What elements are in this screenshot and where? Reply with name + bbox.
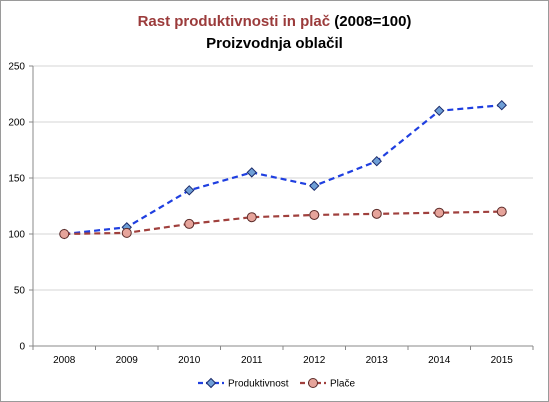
data-point-pla-e xyxy=(309,209,320,220)
data-point-pla-e xyxy=(184,218,195,229)
x-tick-label: 2010 xyxy=(178,355,201,366)
data-point-pla-e xyxy=(246,212,257,223)
x-tick-label: 2009 xyxy=(116,355,139,366)
legend-marker-pla-e xyxy=(308,378,318,388)
legend-label-produktivnost: Produktivnost xyxy=(228,379,289,390)
legend-item-pla-e: Plače xyxy=(300,378,355,390)
x-tick-label: 2015 xyxy=(491,355,514,366)
series-produktivnost xyxy=(59,99,507,240)
data-point-produktivnost xyxy=(496,99,507,111)
data-point-pla-e xyxy=(121,227,132,238)
chart-title-suffix: (2008=100) xyxy=(334,13,412,30)
data-point-produktivnost xyxy=(184,185,195,196)
data-point-produktivnost xyxy=(434,105,445,117)
x-tick-label: 2011 xyxy=(241,355,263,366)
x-tick-label: 2014 xyxy=(428,355,451,366)
y-tick-label: 100 xyxy=(8,230,25,241)
data-point-pla-e xyxy=(434,207,445,218)
series-lines xyxy=(59,99,507,240)
y-tick-label: 200 xyxy=(8,118,25,129)
data-point-pla-e xyxy=(371,208,382,219)
y-tick-label: 250 xyxy=(8,62,25,73)
x-tick-label: 2008 xyxy=(53,355,76,366)
x-tick-label: 2012 xyxy=(303,355,326,366)
legend-label-pla-e: Plače xyxy=(330,379,355,390)
axes: 0 50 100 150 200 250 2008 2009 2010 2011 2012 2013 2… xyxy=(8,62,534,366)
data-point-produktivnost xyxy=(246,167,257,178)
data-point-pla-e xyxy=(496,206,507,217)
chart-title-main: Rast produktivnosti in plač xyxy=(137,13,331,30)
data-point-produktivnost xyxy=(371,155,382,167)
series-line-produktivnost xyxy=(64,104,502,236)
y-tick-label: 0 xyxy=(19,342,25,353)
data-point-produktivnost xyxy=(309,180,320,192)
chart-title: Rast produktivnosti in plač (2008=100) xyxy=(0,12,549,32)
chart-subtitle: Proizvodnja oblačil xyxy=(206,35,343,52)
series-pla-e xyxy=(59,206,507,239)
legend-marker-produktivnost xyxy=(205,377,217,389)
y-tick-label: 50 xyxy=(14,286,26,297)
legend-item-produktivnost: Produktivnost xyxy=(198,377,289,390)
x-tick-label: 2013 xyxy=(366,355,389,366)
series-line-pla-e xyxy=(64,210,502,236)
data-point-pla-e xyxy=(59,229,70,239)
legend: Produktivnost Plače xyxy=(198,377,355,390)
y-tick-label: 150 xyxy=(8,174,25,185)
